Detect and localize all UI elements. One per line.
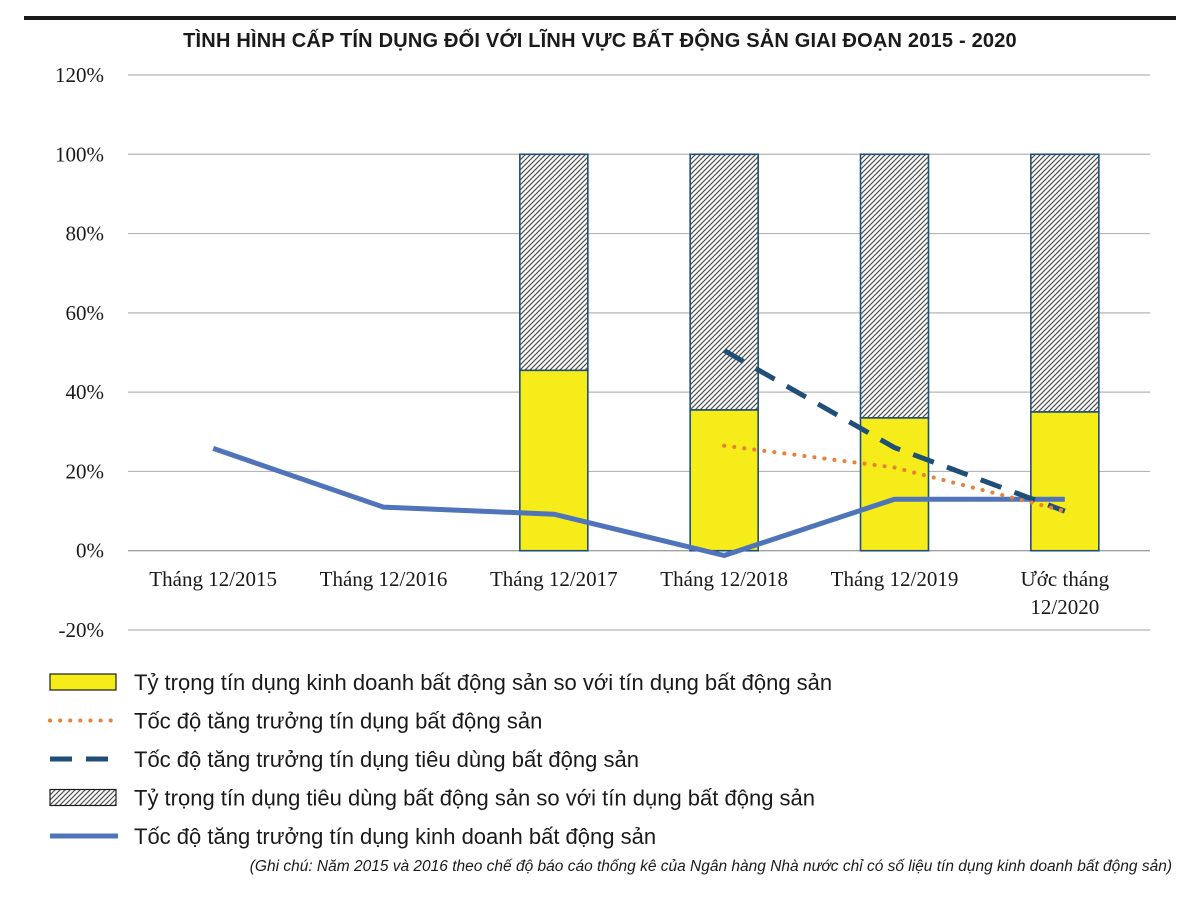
x-tick-label: Tháng 12/2019 <box>831 567 959 591</box>
bars-layer <box>519 153 1100 552</box>
bar-consumer-share <box>1030 153 1100 413</box>
chart-title: TÌNH HÌNH CẤP TÍN DỤNG ĐỐI VỚI LĨNH VỰC … <box>183 30 1017 52</box>
legend-item: Tỷ trọng tín dụng tiêu dùng bất động sản… <box>49 786 815 811</box>
top-rule <box>24 16 1176 20</box>
series-line-4 <box>212 446 1065 558</box>
bar-business-share <box>519 369 589 552</box>
legend: Tỷ trọng tín dụng kinh doanh bất động sả… <box>48 670 832 849</box>
y-tick-label: 120% <box>55 63 104 87</box>
y-tick-label: -20% <box>59 618 105 642</box>
x-tick-label: Tháng 12/2017 <box>490 567 618 591</box>
legend-label: Tốc độ tăng trưởng tín dụng tiêu dùng bấ… <box>134 747 639 772</box>
ticks-layer: 120% 100% 80% 60% 40% 20% 0% -20% Tháng 12/2015 T… <box>55 63 1110 642</box>
legend-label: Tốc độ tăng trưởng tín dụng bất động sản <box>134 709 542 734</box>
legend-item: Tỷ trọng tín dụng kinh doanh bất động sả… <box>49 670 832 695</box>
x-tick-label: Tháng 12/2016 <box>320 567 448 591</box>
legend-swatch <box>49 788 117 807</box>
legend-label: Tỷ trọng tín dụng kinh doanh bất động sả… <box>134 670 832 695</box>
y-tick-label: 0% <box>76 539 104 563</box>
series-line-1 <box>722 443 1067 514</box>
legend-swatch <box>49 673 117 691</box>
bar-consumer-share <box>689 153 759 411</box>
x-tick-label: Tháng 12/2015 <box>149 567 277 591</box>
x-tick-label: Ước tháng <box>1021 567 1110 591</box>
bar-consumer-share <box>519 153 589 372</box>
legend-label: Tốc độ tăng trưởng tín dụng kinh doanh b… <box>134 824 656 849</box>
footnote: (Ghi chú: Năm 2015 và 2016 theo chế độ b… <box>249 858 1172 875</box>
y-tick-label: 80% <box>66 222 105 246</box>
y-tick-label: 20% <box>66 459 105 483</box>
bar-business-share <box>689 409 759 552</box>
bar-business-share <box>859 417 930 552</box>
lines-layer <box>212 348 1067 558</box>
x-tick-label: 12/2020 <box>1030 595 1099 619</box>
bar-consumer-share <box>859 153 930 419</box>
bar-business-share <box>1030 411 1100 552</box>
legend-item: Tốc độ tăng trưởng tín dụng bất động sản <box>48 709 542 734</box>
x-tick-label: Tháng 12/2018 <box>660 567 788 591</box>
y-tick-label: 100% <box>55 142 104 166</box>
y-tick-label: 60% <box>66 301 105 325</box>
legend-label: Tỷ trọng tín dụng tiêu dùng bất động sản… <box>134 786 815 811</box>
grid-layer <box>128 74 1150 631</box>
y-tick-label: 40% <box>66 380 105 404</box>
series-line-2 <box>722 348 1066 514</box>
legend-item: Tốc độ tăng trưởng tín dụng kinh doanh b… <box>50 824 656 849</box>
legend-item: Tốc độ tăng trưởng tín dụng tiêu dùng bấ… <box>50 747 639 772</box>
